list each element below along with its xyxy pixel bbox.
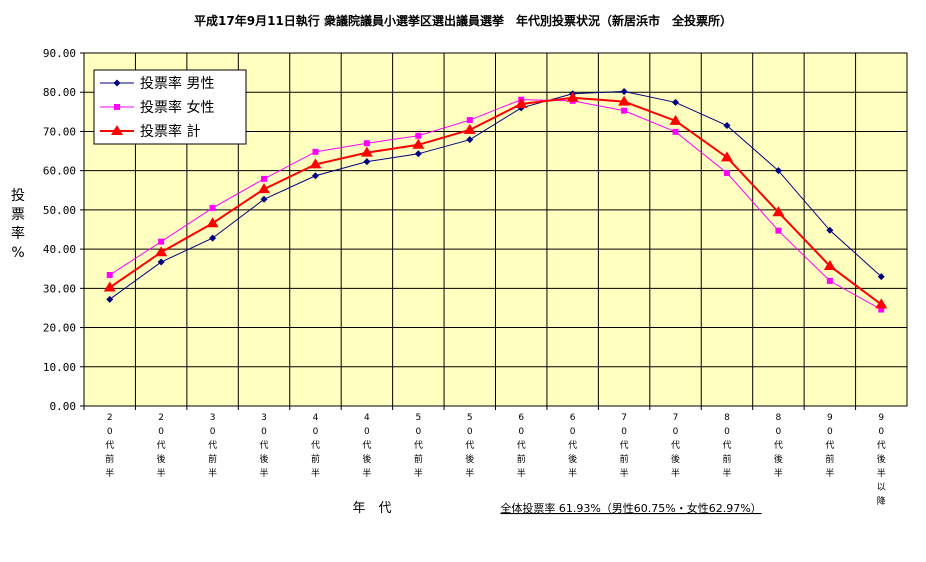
data-point [463, 123, 476, 134]
y-axis-title-char: 投 [11, 188, 25, 204]
x-tick-label: 6 0 代後半 [568, 413, 577, 479]
data-point [158, 238, 165, 245]
data-point [672, 128, 679, 135]
data-point [826, 226, 834, 234]
data-point [363, 140, 370, 147]
data-point [672, 98, 680, 106]
data-point [206, 217, 219, 228]
data-point [258, 183, 271, 194]
data-point [363, 158, 371, 166]
x-tick-label: 4 0 代前半 [311, 413, 320, 479]
data-point [877, 273, 885, 281]
data-point [412, 138, 425, 149]
y-tick-label: 70.00 [43, 125, 76, 138]
data-point [309, 158, 322, 169]
legend-label: 投票率 計 [140, 123, 200, 140]
x-tick-label: 5 0 代前半 [414, 413, 423, 479]
data-point [106, 295, 114, 303]
data-point [772, 206, 785, 217]
x-tick-label: 7 0 代前半 [620, 413, 629, 479]
y-tick-label: 90.00 [43, 47, 76, 60]
y-axis-title-char: 票 [11, 207, 25, 223]
data-point [669, 114, 682, 125]
legend-swatch-marker [111, 125, 123, 135]
series-group [103, 87, 888, 313]
data-point [620, 87, 628, 95]
y-tick-label: 20.00 [43, 322, 76, 335]
y-tick-label: 0.00 [50, 400, 77, 413]
x-tick-label: 2 0 代前半 [105, 413, 114, 479]
x-tick-label: 9 0 代前半 [825, 413, 834, 479]
data-point [312, 148, 319, 155]
data-point [106, 271, 113, 278]
y-tick-label: 60.00 [43, 165, 76, 178]
series-line [109, 96, 882, 306]
x-tick-label: 4 0 代後半 [362, 413, 371, 479]
data-point [209, 204, 216, 211]
x-tick-label: 6 0 代前半 [517, 413, 526, 479]
x-tick-label: 7 0 代後半 [671, 413, 680, 479]
data-point [360, 146, 373, 157]
data-point [775, 227, 782, 234]
legend-label: 投票率 女性 [140, 99, 214, 116]
data-point [209, 234, 217, 242]
x-axis-title: 年 代 [352, 501, 391, 516]
data-point [723, 170, 730, 177]
data-point [414, 150, 422, 158]
series-2 [106, 96, 885, 313]
legend-label: 投票率 男性 [140, 75, 214, 92]
legend-swatch-marker [114, 104, 120, 110]
x-tick-label: 2 0 代後半 [157, 413, 166, 479]
x-tick-label: 9 0 代後半以降 [877, 413, 886, 507]
legend-item: 投票率 女性 [100, 99, 214, 116]
y-axis-title-text: 投票率% [8, 187, 28, 263]
data-point [103, 281, 116, 292]
y-axis-title: 投票率% [8, 187, 28, 263]
data-point [875, 298, 888, 309]
data-point [723, 122, 731, 130]
x-tick-label: 3 0 代前半 [208, 413, 217, 479]
y-tick-label: 10.00 [43, 361, 76, 374]
data-point [720, 151, 733, 162]
data-point [774, 167, 782, 175]
data-point [157, 258, 165, 266]
y-axis-title-char: % [11, 245, 25, 261]
data-point [415, 132, 422, 139]
data-point [618, 95, 631, 106]
data-point [261, 175, 268, 182]
y-tick-label: 50.00 [43, 204, 76, 217]
legend-item: 投票率 計 [100, 123, 200, 140]
y-tick-label: 80.00 [43, 86, 76, 99]
data-point [878, 306, 885, 313]
x-tick-label: 8 0 代後半 [774, 413, 783, 479]
data-point [466, 117, 473, 124]
data-point [515, 97, 528, 108]
data-point [826, 277, 833, 284]
data-point [466, 136, 474, 144]
data-point [155, 246, 168, 257]
x-tick-label: 5 0 代後半 [465, 413, 474, 479]
chart-title: 平成17年9月11日執行 衆議院議員小選挙区選出議員選挙 年代別投票状況（新居浜… [194, 13, 732, 28]
x-tick-label: 8 0 代前半 [722, 413, 731, 479]
data-point [311, 172, 319, 180]
data-point [823, 259, 836, 270]
data-point [260, 195, 268, 203]
series-3 [103, 91, 888, 309]
y-axis-title-char: 率 [11, 226, 25, 242]
overall-turnout-annotation: 全体投票率 61.93%（男性60.75%・女性62.97%） [500, 501, 761, 515]
data-point [621, 107, 628, 114]
series-line [109, 90, 882, 300]
data-point [566, 91, 579, 102]
x-axis-ticks: 2 0 代前半 2 0 代後半 3 0 代前半 3 0 代後半 4 0 代前半 4 0 代後半 5 0 代前半 5 0 代後半… [83, 406, 886, 507]
series-line [109, 99, 882, 310]
y-axis-ticks: 0.00 10.00 20.00 30.00 40.00 50.00 60.00 70.00 8… [43, 47, 84, 413]
legend-item: 投票率 男性 [100, 75, 214, 92]
y-tick-label: 40.00 [43, 243, 76, 256]
x-tick-label: 3 0 代後半 [260, 413, 269, 479]
y-tick-label: 30.00 [43, 282, 76, 295]
legend-swatch-marker [113, 79, 121, 87]
